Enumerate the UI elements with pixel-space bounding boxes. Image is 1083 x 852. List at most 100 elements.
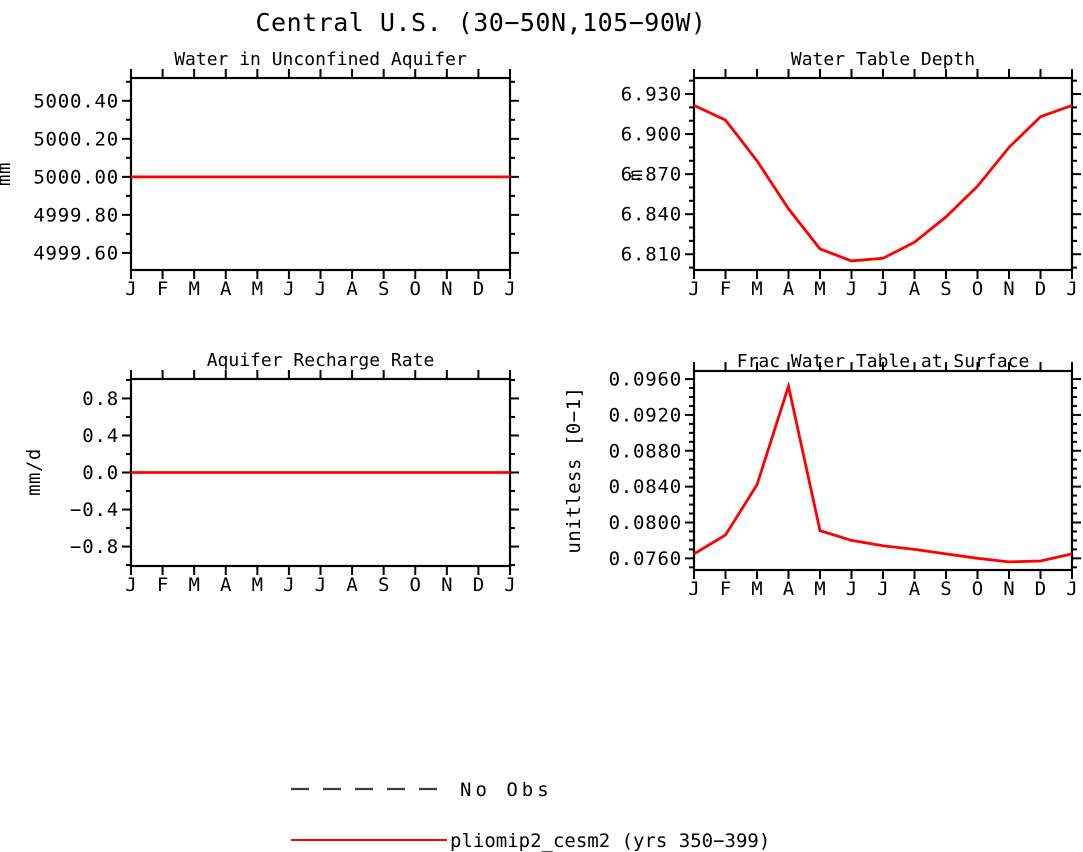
y-axis-label: unitless [0−1] — [563, 386, 585, 553]
month-label: S — [378, 574, 389, 596]
y-tick-label: 0.0880 — [609, 440, 682, 462]
y-axis-label: mm/d — [23, 448, 45, 496]
month-label: A — [220, 278, 232, 300]
y-tick-label: 0.0760 — [609, 548, 682, 570]
month-label: J — [125, 278, 136, 300]
month-label: A — [783, 578, 795, 600]
panel-frac-water-table-at-surface: Frac Water Table at Surface unitless [0−1… — [563, 351, 1081, 600]
month-label: D — [1035, 578, 1046, 600]
page-title: Central U.S. (30−50N,105−90W) — [256, 8, 707, 37]
y-tick-label: 0.0 — [82, 462, 119, 484]
month-label: J — [315, 278, 326, 300]
month-label: J — [846, 578, 857, 600]
y-tick-label: −0.4 — [70, 499, 119, 521]
month-label: N — [1003, 578, 1014, 600]
legend-label-pliomip2-cesm2: pliomip2_cesm2 (yrs 350−399) — [450, 830, 770, 852]
panel-title: Frac Water Table at Surface — [737, 351, 1030, 372]
y-tick-label: 0.0840 — [609, 476, 682, 498]
y-axis-label: mm — [0, 162, 15, 186]
series-line-pliomip2-cesm2-yrs-350-399 — [693, 380, 1073, 564]
month-label: M — [814, 278, 825, 300]
month-label: F — [720, 278, 731, 300]
month-label: J — [315, 574, 326, 596]
month-label: J — [504, 278, 515, 300]
y-tick-label: 6.810 — [621, 244, 682, 266]
month-label: F — [720, 578, 731, 600]
month-label: N — [441, 278, 452, 300]
month-label: D — [1035, 278, 1046, 300]
month-label: M — [814, 578, 825, 600]
month-label: M — [252, 278, 263, 300]
y-tick-label: 0.0960 — [609, 369, 682, 391]
month-label: A — [346, 278, 358, 300]
month-label: N — [1003, 278, 1014, 300]
month-label: A — [220, 574, 232, 596]
month-label: S — [940, 278, 951, 300]
month-label: J — [504, 574, 515, 596]
y-tick-label: −0.8 — [70, 536, 119, 558]
legend: No Obs pliomip2_cesm2 (yrs 350−399) — [291, 779, 770, 852]
panel-title: Aquifer Recharge Rate — [207, 350, 435, 371]
y-tick-label: 5000.40 — [33, 90, 119, 112]
y-axis-ticks: 6.810 6.840 6.870 6.900 6.930 — [621, 79, 1081, 269]
month-label: J — [1066, 578, 1077, 600]
month-label: J — [877, 578, 888, 600]
month-label: F — [157, 574, 168, 596]
month-label: A — [909, 278, 921, 300]
month-label: M — [252, 574, 263, 596]
y-tick-label: 6.840 — [621, 204, 682, 226]
y-tick-label: 6.870 — [621, 164, 682, 186]
series-line-pliomip2-cesm2-yrs-350-399 — [693, 104, 1073, 263]
y-axis-ticks: 0.0760 0.0800 0.0840 0.0880 0.0920 0.0960 — [609, 369, 1081, 570]
month-label: D — [473, 278, 484, 300]
legend-item-pliomip2-cesm2: pliomip2_cesm2 (yrs 350−399) — [291, 830, 770, 852]
month-label: A — [783, 278, 795, 300]
month-label: M — [751, 278, 762, 300]
y-tick-label: 0.0920 — [609, 404, 682, 426]
month-label: S — [378, 278, 389, 300]
y-tick-label: 0.4 — [82, 425, 119, 447]
y-axis-label: m — [625, 169, 647, 181]
month-label: O — [972, 278, 983, 300]
y-tick-label: 6.900 — [621, 124, 682, 146]
month-label: O — [410, 574, 421, 596]
month-label: J — [283, 278, 294, 300]
y-tick-label: 5000.20 — [33, 128, 119, 150]
plot-frame — [692, 76, 1074, 272]
legend-item-no-obs: No Obs — [291, 779, 553, 801]
y-tick-label: 6.930 — [621, 84, 682, 106]
y-tick-label: 5000.00 — [33, 166, 119, 188]
month-label: S — [940, 578, 951, 600]
month-label: A — [909, 578, 921, 600]
month-label: J — [688, 578, 699, 600]
month-label: F — [157, 278, 168, 300]
month-label: M — [188, 574, 199, 596]
y-axis-ticks: 4999.60 4999.80 5000.00 5000.20 5000.40 — [33, 80, 519, 264]
month-label: M — [188, 278, 199, 300]
month-label: O — [972, 578, 983, 600]
month-label: J — [846, 278, 857, 300]
panel-title: Water in Unconfined Aquifer — [174, 49, 467, 70]
y-tick-label: 0.8 — [82, 388, 119, 410]
legend-label-no-obs: No Obs — [460, 779, 553, 801]
plot-frame — [129, 76, 512, 272]
month-label: J — [283, 574, 294, 596]
month-label: D — [473, 574, 484, 596]
y-tick-label: 0.0800 — [609, 512, 682, 534]
panel-title: Water Table Depth — [791, 49, 975, 70]
y-tick-label: 4999.80 — [33, 204, 119, 226]
month-label: N — [441, 574, 452, 596]
plot-frame — [692, 369, 1074, 572]
month-label: O — [410, 278, 421, 300]
month-label: J — [688, 278, 699, 300]
